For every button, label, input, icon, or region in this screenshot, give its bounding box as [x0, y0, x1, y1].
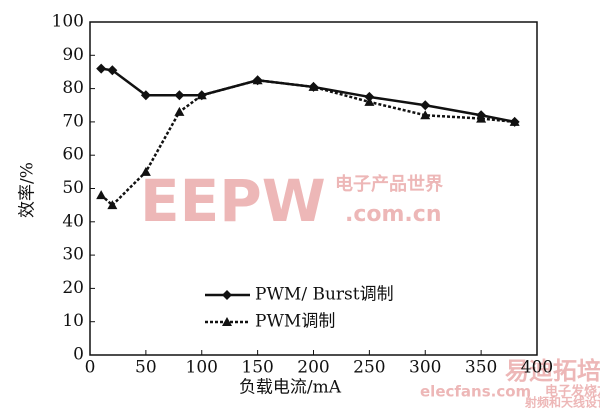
- marker: [420, 100, 431, 111]
- x-axis-label: 负载电流/mA: [239, 378, 342, 398]
- marker: [174, 90, 185, 101]
- watermark: 射频和天线设计专家: [524, 395, 600, 410]
- watermark: 易迪拓培训: [505, 357, 600, 385]
- marker: [252, 75, 263, 85]
- marker: [107, 65, 118, 76]
- y-tick-label: 0: [73, 345, 84, 365]
- x-tick-label: 200: [297, 358, 329, 378]
- watermark: EEPW: [140, 167, 326, 235]
- x-tick-label: 100: [186, 358, 218, 378]
- y-tick-label: 70: [62, 111, 84, 131]
- x-tick-label: 250: [353, 358, 385, 378]
- legend-label: PWM调制: [255, 312, 335, 332]
- y-tick-label: 90: [62, 45, 84, 65]
- marker: [96, 63, 107, 74]
- y-tick-label: 30: [62, 245, 84, 265]
- watermark: 电子产品世界: [335, 173, 443, 195]
- legend-label: PWM/ Burst调制: [255, 285, 394, 305]
- marker: [364, 96, 375, 106]
- marker: [140, 166, 151, 176]
- x-tick-label: 50: [135, 358, 157, 378]
- legend-marker: [222, 290, 232, 300]
- x-tick-label: 350: [465, 358, 497, 378]
- x-tick-label: 150: [241, 358, 273, 378]
- marker: [96, 190, 107, 200]
- y-tick-label: 40: [62, 211, 84, 231]
- series-line: [100, 67, 515, 124]
- marker: [196, 90, 207, 100]
- watermark: elecfans.com: [420, 383, 531, 401]
- y-tick-label: 100: [52, 12, 84, 32]
- x-tick-label: 400: [521, 358, 553, 378]
- x-tick-label: 0: [85, 358, 96, 378]
- watermark: 电子发烧友: [545, 384, 600, 400]
- marker: [174, 106, 185, 116]
- legend-marker: [222, 317, 232, 326]
- y-tick-label: 60: [62, 145, 84, 165]
- y-axis-label: 效率/%: [18, 162, 38, 218]
- y-tick-label: 50: [62, 178, 84, 198]
- x-tick-label: 300: [409, 358, 441, 378]
- marker: [308, 81, 319, 91]
- marker: [140, 90, 151, 101]
- marker: [476, 113, 487, 123]
- y-tick-label: 10: [62, 311, 84, 331]
- y-tick-label: 80: [62, 78, 84, 98]
- y-tick-label: 20: [62, 278, 84, 298]
- marker: [107, 200, 118, 210]
- watermark: .com.cn: [345, 202, 442, 227]
- marker: [420, 110, 431, 120]
- marker: [509, 116, 520, 126]
